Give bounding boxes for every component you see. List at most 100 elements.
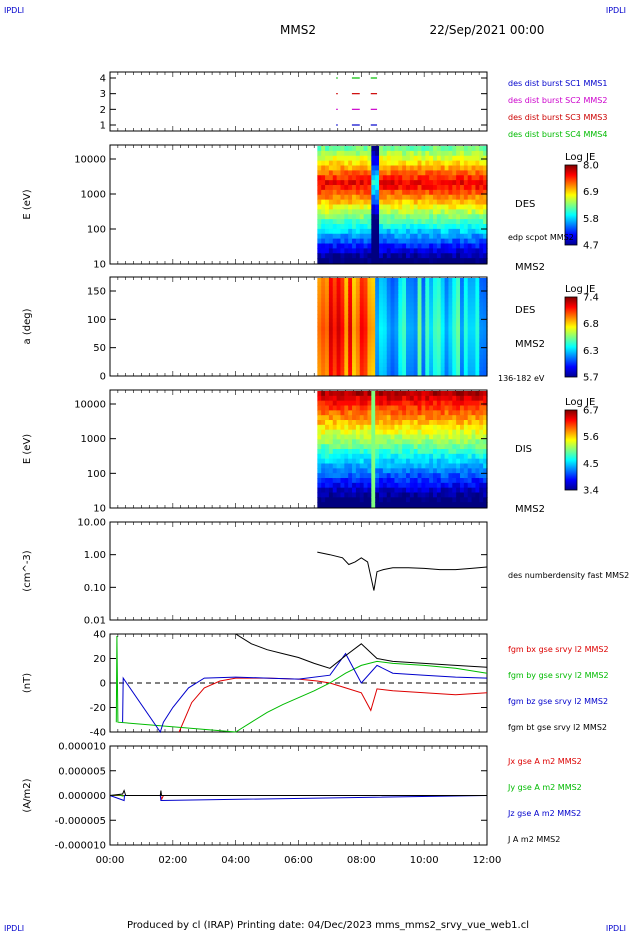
des-pitch-cell [409, 366, 415, 372]
des-energy-cell [479, 209, 484, 215]
des-energy-cell [463, 214, 469, 220]
dis-energy-cell [460, 420, 465, 426]
dis-energy-cell [382, 395, 388, 402]
dis-energy-cell [367, 487, 372, 494]
des-energy-cell [456, 228, 461, 235]
dis-energy-cell [448, 400, 453, 407]
dis-energy-cell [467, 420, 473, 426]
dis-energy-cell [352, 502, 357, 508]
dis-energy-cell [475, 458, 480, 465]
des-pitch-cell [352, 286, 357, 291]
dis-energy-cell [460, 497, 465, 503]
dis-energy-colorbar-title: Log JE [565, 397, 595, 408]
dis-energy-cell [436, 410, 442, 416]
dis-energy-cell [332, 463, 338, 469]
des-energy-cell [440, 199, 446, 206]
dis-energy-cell [471, 502, 477, 508]
dis-energy-cell [328, 415, 334, 421]
dis-energy-cell [317, 429, 322, 436]
dis-energy-cell [475, 468, 480, 474]
des-energy-cell [328, 146, 334, 152]
des-energy-cell [344, 224, 349, 230]
des-energy-cell [452, 248, 457, 254]
des-energy-cell [417, 253, 423, 259]
dis-energy-cell [452, 444, 457, 450]
dis-energy-cell [363, 473, 369, 479]
des-pitch-ylabel: a (deg) [22, 308, 33, 344]
des-energy-cell [328, 228, 334, 235]
des-energy-cell [483, 258, 488, 264]
des-energy-cell [386, 170, 392, 176]
des-energy-cell [406, 209, 411, 215]
des-pitch-ytick-label: 0 [100, 372, 106, 383]
des-energy-cell [375, 146, 380, 152]
dis-energy-cell [452, 463, 457, 469]
des-energy-cell [355, 170, 361, 176]
dis-energy-cell [363, 463, 369, 469]
des-energy-cell [413, 233, 419, 240]
des-energy-cell [375, 243, 380, 249]
dis-energy-cell [429, 482, 434, 489]
des-pitch-cell [390, 370, 396, 376]
des-pitch-cell [398, 302, 403, 307]
dis-energy-cell [379, 424, 384, 431]
des-energy-cell [409, 238, 415, 245]
des-pitch-cell [475, 326, 480, 332]
des-pitch-cell [479, 362, 484, 368]
des-energy-cell [348, 209, 353, 215]
des-energy-cell [367, 155, 372, 162]
dis-energy-cell [363, 492, 369, 498]
dis-energy-cell [444, 453, 450, 460]
des-pitch-cell [475, 358, 480, 364]
dis-energy-cell [390, 468, 396, 474]
dis-energy-cell [367, 439, 372, 445]
dis-energy-cell [390, 453, 396, 460]
des-pitch-cell [363, 350, 369, 356]
des-pitch-cell [440, 330, 446, 336]
des-energy-cell [417, 258, 423, 264]
des-energy-cell [328, 209, 334, 215]
des-pitch-cell [471, 322, 477, 328]
des-pitch-cell [398, 370, 403, 376]
des-pitch-cell [382, 346, 388, 352]
des-pitch-cell [390, 310, 396, 315]
des-energy-cell [467, 233, 473, 240]
des-pitch-cell [417, 322, 423, 328]
current-density-legend-entry: Jz gse A m2 MMS2 [507, 809, 581, 818]
des-energy-cell [375, 180, 380, 186]
des-energy-cell [475, 228, 480, 235]
des-pitch-cell [325, 334, 330, 340]
dis-energy-cell [371, 497, 376, 503]
des-pitch-cell [452, 322, 457, 328]
des-pitch-cell [344, 278, 349, 283]
des-energy-cell [375, 194, 380, 201]
des-pitch-cell [448, 302, 453, 307]
des-energy-cell [475, 155, 480, 162]
dis-energy-cell [425, 405, 430, 411]
des-pitch-cell [340, 302, 345, 307]
des-pitch-cell [317, 298, 322, 303]
des-energy-cell [359, 214, 365, 220]
des-energy-cell [359, 160, 365, 167]
des-energy-cell [421, 175, 426, 181]
des-pitch-cell [409, 286, 415, 291]
dis-energy-cell [336, 463, 342, 469]
des-energy-cell [448, 170, 453, 176]
dis-energy-cell [390, 424, 396, 431]
des-pitch-cell [375, 354, 380, 360]
des-energy-ytick-label: 10000 [74, 155, 106, 166]
des-pitch-cell [352, 346, 357, 352]
dis-energy-cell [452, 439, 457, 445]
dis-energy-cell [402, 424, 407, 431]
des-energy-cell [398, 253, 403, 259]
des-energy-cell [375, 258, 380, 264]
des-energy-cell [406, 238, 411, 245]
des-energy-cell [421, 243, 426, 249]
des-energy-cell [348, 180, 353, 186]
des-energy-cell [444, 204, 450, 210]
des-pitch-cell [359, 302, 365, 307]
dis-energy-cell [359, 415, 365, 421]
des-pitch-cell [406, 366, 411, 372]
des-pitch-cell [421, 326, 426, 332]
dis-energy-cell [467, 487, 473, 494]
